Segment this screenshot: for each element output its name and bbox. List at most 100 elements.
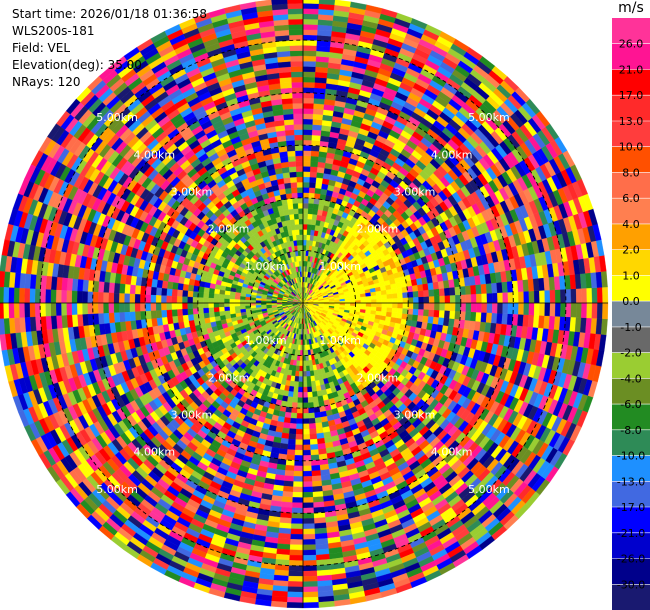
ppi-gate bbox=[502, 292, 509, 304]
ppi-gate bbox=[213, 288, 221, 295]
ppi-gate bbox=[294, 224, 300, 230]
ppi-gate bbox=[77, 279, 84, 292]
ppi-gate bbox=[365, 299, 372, 304]
ppi-gate bbox=[591, 287, 598, 304]
ppi-gate bbox=[539, 290, 546, 304]
ppi-gate bbox=[302, 250, 306, 256]
ppi-gate bbox=[305, 250, 309, 257]
ppi-gate bbox=[87, 302, 94, 315]
ppi-gate bbox=[438, 288, 445, 296]
ppi-gate bbox=[412, 290, 419, 298]
ppi-gate bbox=[491, 282, 498, 294]
ppi-gate bbox=[66, 302, 73, 316]
ppi-gate bbox=[311, 219, 317, 226]
ppi-gate bbox=[294, 139, 304, 146]
ppi-gate bbox=[290, 187, 298, 194]
ppi-gate bbox=[203, 292, 210, 299]
ppi-gate bbox=[314, 187, 322, 195]
ppi-gate bbox=[292, 97, 304, 104]
ppi-gate bbox=[203, 287, 210, 294]
ppi-gate bbox=[290, 71, 304, 78]
ppi-gate bbox=[134, 302, 141, 312]
ppi-gate bbox=[197, 308, 204, 315]
ppi-gate bbox=[309, 171, 317, 178]
ppi-gate bbox=[302, 155, 311, 162]
ppi-plot bbox=[0, 0, 609, 609]
ppi-gate bbox=[213, 307, 220, 313]
ppi-gate bbox=[299, 239, 304, 246]
ppi-gate bbox=[406, 285, 413, 293]
ppi-gate bbox=[34, 302, 41, 318]
ppi-gate bbox=[202, 302, 209, 309]
ppi-gate bbox=[160, 302, 167, 311]
ppi-gate bbox=[306, 234, 311, 241]
ppi-gate bbox=[491, 292, 498, 304]
ppi-gate bbox=[245, 302, 251, 307]
ppi-gate bbox=[307, 208, 314, 215]
ppi-gate bbox=[218, 306, 225, 312]
ppi-gate bbox=[283, 177, 291, 184]
ppi-gate bbox=[518, 291, 525, 304]
ppi-gate bbox=[218, 302, 225, 308]
ppi-gate bbox=[289, 39, 304, 46]
ppi-gate bbox=[224, 290, 231, 296]
ppi-gate bbox=[124, 293, 130, 304]
ppi-gate bbox=[103, 281, 110, 293]
ppi-gate bbox=[522, 279, 529, 292]
ppi-gate bbox=[239, 299, 246, 304]
ppi-gate bbox=[428, 295, 435, 304]
ppi-gate bbox=[283, 119, 294, 126]
ppi-gate bbox=[34, 288, 41, 304]
ppi-gate bbox=[302, 213, 308, 220]
ppi-gate bbox=[187, 284, 195, 292]
ppi-gate bbox=[313, 103, 325, 110]
ppi-gate bbox=[302, 197, 309, 204]
ppi-gate bbox=[187, 290, 194, 298]
ppi-gate bbox=[150, 310, 157, 320]
ppi-gate bbox=[309, 234, 314, 241]
ppi-gate bbox=[39, 302, 46, 317]
ppi-gate bbox=[444, 295, 451, 304]
ppi-gate bbox=[296, 187, 304, 193]
ppi-gate bbox=[397, 297, 404, 304]
ppi-gate bbox=[171, 302, 178, 311]
ppi-gate bbox=[455, 294, 461, 304]
ppi-gate bbox=[229, 291, 236, 297]
ppi-gate bbox=[292, 208, 299, 215]
ppi-gate bbox=[298, 218, 304, 225]
ppi-gate bbox=[396, 292, 403, 299]
ppi-gate bbox=[306, 218, 312, 225]
ppi-gate bbox=[305, 255, 309, 262]
ppi-gate bbox=[150, 302, 157, 312]
ppi-gate bbox=[218, 298, 225, 304]
ppi-gate bbox=[187, 308, 194, 316]
ppi-gate bbox=[134, 294, 141, 304]
ppi-gate bbox=[108, 282, 115, 294]
ppi-gate bbox=[229, 302, 235, 308]
ppi-gate bbox=[81, 291, 88, 304]
ppi-gate bbox=[307, 213, 313, 220]
ppi-gate bbox=[512, 280, 519, 293]
ppi-gate bbox=[298, 229, 304, 235]
ppi-gate bbox=[294, 218, 300, 225]
ppi-gate bbox=[306, 224, 312, 230]
ppi-gate bbox=[280, 87, 293, 94]
ppi-gate bbox=[284, 124, 295, 131]
ppi-gate bbox=[29, 302, 36, 318]
ppi-gate bbox=[82, 279, 89, 292]
ppi-gate bbox=[118, 302, 125, 313]
ppi-gate bbox=[66, 290, 73, 304]
ppi-gate bbox=[293, 213, 299, 220]
ppi-gate bbox=[305, 245, 310, 251]
ppi-gate bbox=[302, 150, 312, 157]
ppi-gate bbox=[124, 302, 130, 313]
ppi-gate bbox=[208, 297, 214, 304]
ppi-gate bbox=[288, 208, 294, 215]
ppi-gate bbox=[250, 300, 256, 304]
ppi-gate bbox=[302, 171, 311, 178]
ppi-gate bbox=[396, 287, 403, 294]
ppi-gate bbox=[288, 161, 296, 168]
ppi-gate bbox=[302, 166, 311, 172]
ppi-gate bbox=[291, 76, 304, 83]
ppi-gate bbox=[287, 3, 304, 10]
